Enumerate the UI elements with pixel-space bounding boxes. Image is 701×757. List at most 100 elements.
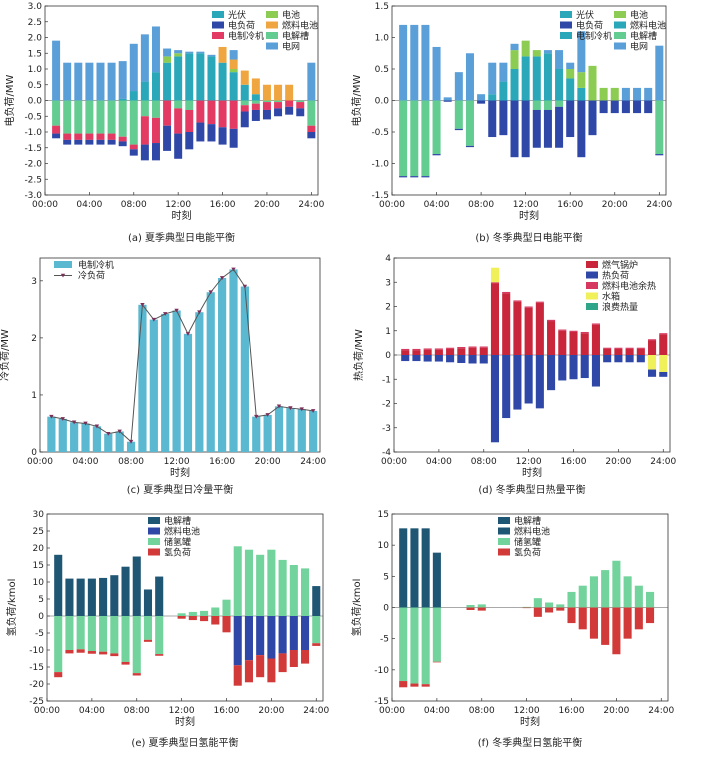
- x-tick-label: 20:00: [603, 706, 629, 716]
- bar-h2_load: [545, 607, 554, 613]
- y-tick-label: 3.0: [28, 2, 43, 12]
- y-tick-label: 3: [385, 278, 391, 288]
- x-tick-label: 24:00: [298, 200, 324, 210]
- bar-h2_electrolyzer: [143, 589, 153, 616]
- marker-coolload: [185, 332, 191, 336]
- bar-h2_electrolyzer: [432, 552, 441, 608]
- bar-electrolyzer: [52, 100, 61, 126]
- y-tick-label: 30: [33, 510, 45, 520]
- bar-chiller: [96, 133, 105, 140]
- bar-h2_load: [267, 658, 276, 683]
- bar-electrolyzer: [421, 100, 430, 177]
- y-tick-label: 1.5: [375, 2, 389, 12]
- y-tick-label: -3: [382, 424, 391, 434]
- y-tick-label: -1.0: [24, 128, 42, 138]
- bar-h2_load: [612, 607, 621, 655]
- bar-h2_load: [312, 643, 321, 646]
- bar-boiler: [625, 348, 634, 355]
- bar-boiler: [580, 333, 589, 355]
- bar-h2_load: [432, 661, 441, 663]
- bar-chiller: [129, 144, 138, 150]
- bar-fcheat: [614, 347, 623, 349]
- bar-h2_storage: [143, 616, 153, 640]
- bar-h2_storage: [99, 616, 108, 652]
- bar-grid: [307, 62, 316, 101]
- bar-h2_storage: [623, 576, 632, 608]
- bar-electrolyzer: [432, 100, 441, 155]
- bar-heatload: [535, 355, 544, 409]
- bar-load: [107, 139, 116, 145]
- bar-boiler: [524, 307, 533, 355]
- legend-label: 电解槽: [282, 30, 309, 42]
- bar-heatload: [547, 355, 556, 391]
- bar-boiler: [547, 321, 556, 355]
- bar-battery: [532, 50, 541, 57]
- bar-pv: [499, 81, 508, 101]
- y-tick-label: -1: [382, 375, 391, 385]
- bar-heatload: [659, 371, 668, 377]
- bar-h2_load: [589, 607, 598, 639]
- y-tick-label: -15: [29, 663, 44, 673]
- legend-swatch-h2_electrolyzer: [498, 527, 510, 535]
- bar-h2_storage: [267, 549, 276, 616]
- bar-h2_storage: [634, 585, 643, 608]
- bar-h2_storage: [110, 616, 119, 654]
- marker-coolload: [94, 424, 100, 429]
- bar-chiller: [107, 133, 116, 140]
- bar-chiller: [63, 133, 72, 140]
- bar-pv: [196, 53, 205, 101]
- bar-h2_storage: [466, 605, 475, 608]
- bar-chiller: [196, 100, 205, 123]
- x-tick-label: 24:00: [303, 706, 329, 716]
- bar-h2_storage: [244, 549, 253, 616]
- bar-load: [454, 128, 463, 131]
- bar-boiler: [513, 301, 522, 355]
- x-tick-label: 20:00: [255, 457, 281, 467]
- bar-grid: [185, 51, 194, 54]
- legend-label: 氢负荷: [164, 547, 191, 559]
- bar-cooling: [229, 269, 238, 452]
- bar-boiler: [457, 348, 466, 355]
- bar-load: [129, 149, 138, 156]
- legend-swatch-pv: [560, 11, 572, 18]
- bar-electrolyzer: [454, 100, 463, 129]
- bar-heatload: [603, 355, 612, 363]
- y-tick-label: 25: [33, 527, 44, 537]
- bar-grid: [454, 72, 463, 101]
- marker-coolload: [163, 312, 168, 316]
- bar-h2_electrolyzer: [54, 554, 63, 616]
- bar-cooling: [274, 406, 284, 452]
- y-tick-label: 5: [383, 572, 389, 582]
- bar-load: [421, 176, 430, 178]
- bar-load: [432, 154, 441, 156]
- bar-grid: [52, 40, 61, 101]
- marker-coolload: [208, 290, 213, 295]
- bar-h2_storage: [421, 607, 430, 685]
- bar-fcheat: [569, 330, 578, 332]
- bar-grid: [465, 53, 474, 101]
- legend-label: 电制冷机: [78, 259, 114, 271]
- bar-cooling: [218, 277, 227, 452]
- bar-tank: [659, 355, 668, 372]
- bar-boiler: [412, 350, 421, 355]
- bar-load: [229, 128, 238, 148]
- y-axis-label: 冷负荷/MW: [0, 329, 11, 381]
- bar-battery: [577, 72, 586, 88]
- bar-load: [240, 111, 249, 128]
- bar-fuelcell: [262, 84, 271, 101]
- bar-h2_electrolyzer: [87, 578, 96, 616]
- bar-electrolyzer: [410, 100, 419, 177]
- x-tick-label: 20:00: [605, 457, 631, 467]
- legend-label: 电制冷机: [576, 30, 612, 42]
- bar-load: [140, 144, 149, 161]
- bar-fcheat: [659, 333, 668, 335]
- bar-electrolyzer: [465, 100, 474, 146]
- bar-h2_storage: [289, 565, 298, 616]
- bar-grid: [74, 62, 83, 101]
- bar-boiler: [502, 293, 511, 355]
- y-tick-label: 2.5: [28, 18, 42, 28]
- bar-load: [151, 143, 160, 161]
- bar-cooling: [58, 418, 67, 452]
